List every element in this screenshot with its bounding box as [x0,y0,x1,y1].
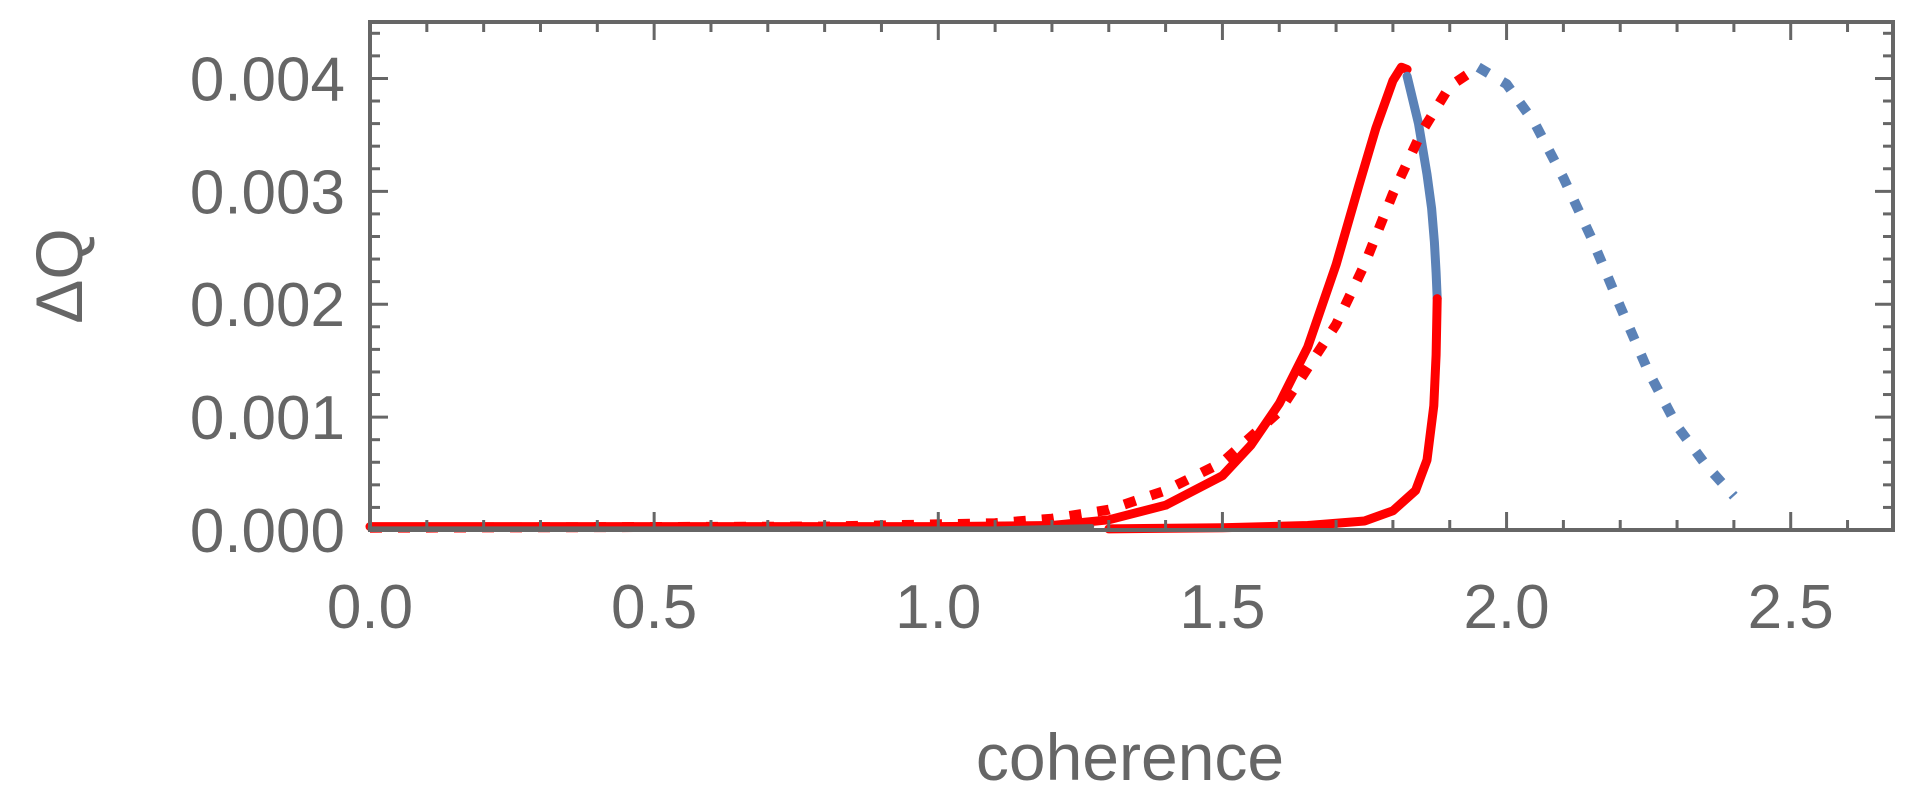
x-tick-label: 1.0 [895,573,981,642]
x-ticks [368,22,1850,530]
x-tick-label: 0.5 [611,573,697,642]
plot-lines [365,62,1738,534]
y-tick-label: 0.002 [190,271,345,340]
x-axis-title: coherence [976,720,1284,794]
y-tick-label: 0.001 [190,384,345,453]
y-ticks [370,31,1893,532]
y-tick-label: 0.003 [190,158,345,227]
series-line-5 [1475,62,1738,500]
x-tick-labels: 0.0 0.5 1.0 1.5 2.0 2.5 [327,573,1834,642]
series-line-2 [1402,71,1442,304]
series-line-4 [369,63,1481,533]
x-tick-label: 1.5 [1179,573,1265,642]
x-tick-label: 0.0 [327,573,413,642]
plot-frame [368,20,1895,532]
series-line-1 [365,62,1412,532]
x-tick-label: 2.5 [1748,573,1834,642]
y-tick-labels: 0.000 0.001 0.002 0.003 0.004 [190,45,345,566]
y-axis-title: ΔQ [22,228,96,323]
series-line-3 [1104,294,1442,534]
y-tick-label: 0.004 [190,45,345,114]
y-tick-label: 0.000 [190,497,345,566]
x-tick-label: 2.0 [1463,573,1549,642]
